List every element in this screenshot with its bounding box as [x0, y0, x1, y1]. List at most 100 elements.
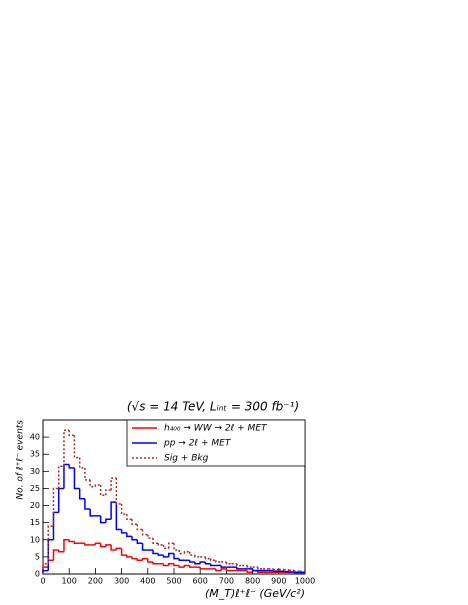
- histogram-bin: [99, 485, 106, 497]
- x-tick-label: 0: [40, 577, 45, 586]
- histogram-bin: [99, 543, 106, 548]
- histogram-bin: [105, 544, 112, 547]
- histogram-bin: [152, 550, 159, 555]
- histogram-bin: [78, 457, 85, 469]
- histogram-bin: [47, 525, 54, 564]
- histogram-bin: [246, 570, 253, 574]
- histogram-bin: [183, 564, 190, 568]
- histogram-bin: [178, 565, 185, 568]
- histogram-bin: [215, 568, 222, 572]
- histogram-bin: [173, 543, 180, 551]
- y-tick-label: 20: [30, 501, 40, 510]
- histogram-bin: [293, 570, 300, 573]
- histogram-bin: [141, 529, 148, 536]
- histogram-bin: [178, 558, 185, 562]
- histogram-bin: [115, 502, 122, 531]
- histogram-bin: [194, 555, 201, 558]
- histogram-bin: [136, 558, 143, 562]
- histogram-bin: [251, 568, 258, 572]
- x-tick-label: 600: [193, 577, 208, 586]
- histogram-bin: [68, 464, 75, 469]
- histogram-bin: [126, 555, 133, 558]
- histogram-bin: [105, 518, 112, 523]
- legend-label: pp → 2ℓ + MET: [163, 439, 232, 449]
- histogram-bin: [84, 467, 91, 481]
- histogram-bin: [136, 524, 143, 531]
- x-tick-label: 300: [114, 577, 129, 586]
- histogram-bin: [42, 562, 49, 574]
- histogram-bin: [68, 430, 75, 437]
- histogram-bin: [141, 557, 148, 561]
- y-tick-label: 0: [35, 570, 40, 579]
- legend-label: h₄₀₀ → WW → 2ℓ + MET: [164, 424, 268, 434]
- y-axis-label: No. of ℓ⁺ℓ⁻ events: [16, 420, 26, 500]
- histogram-bin: [57, 487, 64, 513]
- x-tick-label: 700: [219, 577, 234, 586]
- histogram-bin: [168, 542, 174, 549]
- y-tick-label: 5: [35, 552, 40, 561]
- histogram-bin: [162, 544, 169, 550]
- histogram-bin: [94, 484, 101, 487]
- histogram-bin: [272, 570, 279, 573]
- histogram-bin: [220, 568, 227, 571]
- histogram-bin: [63, 463, 70, 489]
- histogram-bin: [157, 553, 164, 556]
- histogram-bin: [120, 503, 127, 515]
- histogram-bin: [84, 543, 91, 546]
- histogram-bin: [188, 551, 195, 556]
- histogram-bin: [204, 562, 211, 565]
- histogram-bin: [257, 567, 264, 570]
- histogram-bin: [52, 487, 59, 527]
- histogram-bin: [162, 555, 169, 558]
- histogram-bin: [272, 568, 279, 571]
- histogram-bin: [110, 477, 117, 491]
- histogram-bin: [131, 536, 138, 541]
- histogram-bin: [115, 478, 122, 505]
- histogram-bin: [173, 553, 180, 560]
- histogram-bin: [168, 552, 174, 557]
- histogram-bin: [236, 567, 243, 570]
- histogram-bin: [73, 467, 80, 490]
- histogram-bin: [94, 542, 101, 545]
- histogram-bin: [152, 562, 159, 565]
- y-tick-label: 35: [30, 450, 40, 459]
- histogram-bin: [209, 558, 216, 562]
- histogram-bin: [194, 562, 201, 565]
- histogram-bin: [115, 547, 122, 551]
- histogram-bin: [47, 539, 54, 571]
- histogram-bin: [147, 558, 154, 563]
- histogram-bin: [199, 561, 206, 564]
- histogram-bin: [152, 538, 159, 544]
- histogram-bin: [209, 563, 216, 567]
- histogram-bin: [57, 465, 64, 489]
- histogram-bin: [110, 544, 117, 551]
- x-tick-label: 400: [140, 577, 155, 586]
- histogram-bin: [126, 532, 133, 538]
- histogram-bin: [42, 569, 49, 574]
- x-tick-label: 900: [271, 577, 286, 586]
- histogram-bin: [47, 559, 54, 568]
- histogram-bin: [147, 534, 154, 539]
- y-tick-label: 30: [30, 467, 40, 476]
- y-tick-label: 25: [30, 484, 40, 493]
- histogram-bin: [89, 479, 96, 488]
- histogram-bin: [215, 560, 222, 563]
- y-tick-label: 15: [30, 518, 40, 527]
- histogram-bin: [225, 568, 232, 572]
- chart-title: (√s = 14 TeV, Lᵢₙₜ = 300 fb⁻¹): [127, 400, 299, 414]
- histogram-bin: [157, 543, 164, 546]
- histogram-bin: [188, 565, 195, 568]
- histogram-bin: [178, 550, 185, 555]
- histogram-bin: [183, 551, 190, 554]
- x-tick-label: 200: [88, 577, 103, 586]
- histogram-bin: [73, 541, 80, 544]
- x-tick-label: 800: [245, 577, 260, 586]
- histogram-bin: [162, 563, 169, 567]
- histogram-bin: [225, 562, 232, 565]
- histogram-bin: [188, 560, 195, 563]
- histogram-bin: [52, 511, 59, 540]
- histogram-bin: [105, 489, 112, 496]
- histogram-bin: [73, 435, 80, 459]
- histogram-bin: [110, 501, 117, 520]
